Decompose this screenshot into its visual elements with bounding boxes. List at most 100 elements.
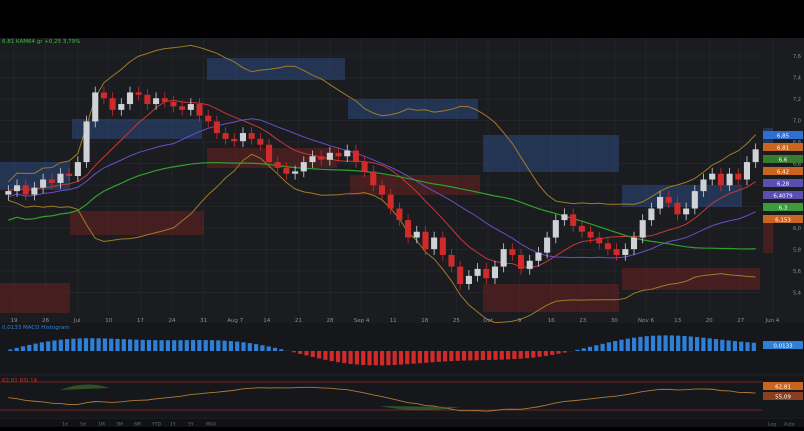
macd-bar xyxy=(172,340,176,351)
candle-body xyxy=(492,267,498,279)
x-tick-label: 19 xyxy=(11,318,18,324)
macd-bar xyxy=(84,338,88,351)
candle-body xyxy=(309,156,315,162)
macd-bar xyxy=(90,338,94,351)
macd-bar xyxy=(531,351,535,358)
macd-bar xyxy=(134,340,138,351)
candle-body xyxy=(605,243,611,249)
macd-bar xyxy=(15,348,19,351)
candle-body xyxy=(570,214,576,226)
macd-bar xyxy=(689,336,693,351)
candle-body xyxy=(353,150,359,162)
x-tick-label: Oct xyxy=(483,318,493,324)
candle-body xyxy=(266,145,272,162)
macd-bar xyxy=(254,344,258,351)
y-tick-label: 5,4 xyxy=(793,291,801,297)
macd-bar xyxy=(475,351,479,360)
candle-body xyxy=(405,220,411,237)
x-tick-label: 16 xyxy=(548,318,555,324)
candle-body xyxy=(223,133,229,139)
rsi-tag-label: 62,81 xyxy=(775,385,791,391)
candle-body xyxy=(666,197,672,203)
candle-body xyxy=(110,98,116,110)
macd-bar xyxy=(575,350,579,351)
x-tick-label: 18 xyxy=(421,318,428,324)
macd-bar xyxy=(292,351,296,352)
candle-body xyxy=(457,267,463,284)
macd-bar xyxy=(147,340,151,351)
candle-body xyxy=(23,185,29,194)
candle-body xyxy=(744,162,750,179)
chart-area[interactable]: 7,67,47,27,06,86,66,46,26,05,85,65,4 6,8… xyxy=(0,38,804,427)
toolbar-right-item: Log xyxy=(768,422,776,428)
macd-bar xyxy=(670,335,674,351)
macd-bar xyxy=(481,351,485,360)
macd-bar xyxy=(185,340,189,351)
macd-bar xyxy=(210,340,214,351)
price-chart[interactable]: 7,67,47,27,06,86,66,46,26,05,85,65,4 6,8… xyxy=(0,38,804,427)
macd-bar xyxy=(267,346,271,351)
macd-bar xyxy=(437,351,441,362)
candle-body xyxy=(231,139,237,141)
candle-body xyxy=(483,269,489,278)
candle-body xyxy=(448,255,454,267)
macd-bar xyxy=(727,340,731,351)
macd-bar xyxy=(594,345,598,351)
price-tag-label: 6,153 xyxy=(775,218,791,224)
macd-bar xyxy=(739,342,743,351)
toolbar-item: 5d xyxy=(80,422,86,428)
macd-bar xyxy=(601,344,605,351)
toolbar-item: 1M xyxy=(98,422,105,428)
macd-bar xyxy=(367,351,371,365)
price-tag-label: 6,42 xyxy=(777,170,789,176)
macd-bar xyxy=(443,351,447,361)
candle-body xyxy=(388,195,394,209)
macd-bar xyxy=(336,351,340,362)
zone xyxy=(763,223,773,253)
candle-body xyxy=(466,276,472,284)
y-tick-label: 6,0 xyxy=(793,226,801,232)
macd-bar xyxy=(260,345,264,351)
rsi-label: 62,81 RSI 14 xyxy=(2,378,38,384)
candle-body xyxy=(396,209,402,221)
macd-bar xyxy=(141,340,145,351)
macd-bar xyxy=(720,340,724,351)
candle-body xyxy=(362,162,368,171)
macd-bar xyxy=(71,339,75,351)
macd-bar xyxy=(632,338,636,351)
macd-bar xyxy=(676,336,680,351)
candle-body xyxy=(692,191,698,208)
macd-bar xyxy=(109,339,113,351)
macd-bar xyxy=(330,351,334,361)
macd-bar xyxy=(701,338,705,351)
y-tick-label: 7,2 xyxy=(793,97,801,103)
macd-bar xyxy=(166,340,170,351)
macd-bar xyxy=(160,340,164,351)
candle-body xyxy=(188,104,194,110)
candle-body xyxy=(31,188,37,195)
candle-body xyxy=(127,92,133,104)
candle-body xyxy=(631,238,637,250)
candle-body xyxy=(196,104,202,116)
macd-bar xyxy=(115,339,119,351)
x-tick-label: Nov 6 xyxy=(638,318,654,324)
x-tick-label: 20 xyxy=(706,318,713,324)
zone xyxy=(0,283,70,313)
macd-bar xyxy=(745,342,749,351)
candle-body xyxy=(527,261,533,269)
x-tick-label: 9 xyxy=(518,318,522,324)
candle-body xyxy=(588,232,594,238)
macd-bar xyxy=(8,349,12,351)
macd-bar xyxy=(273,348,277,351)
candle-body xyxy=(422,232,428,249)
candle-body xyxy=(674,203,680,215)
macd-bar xyxy=(405,351,409,364)
macd-bar xyxy=(525,351,529,358)
candle-body xyxy=(240,133,246,141)
candle-body xyxy=(370,171,376,185)
candle-body xyxy=(657,197,663,209)
candle-body xyxy=(579,226,585,232)
x-tick-label: 13 xyxy=(674,318,681,324)
